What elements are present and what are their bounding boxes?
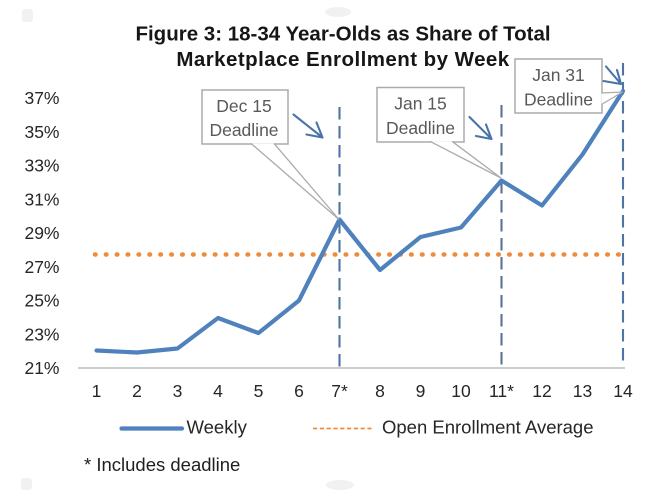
- svg-text:8: 8: [375, 381, 385, 401]
- svg-text:7*: 7*: [331, 381, 348, 401]
- svg-text:11*: 11*: [489, 381, 514, 401]
- svg-text:Dec 15: Dec 15: [216, 96, 271, 116]
- svg-text:25%: 25%: [24, 291, 59, 311]
- svg-text:6: 6: [294, 381, 304, 401]
- svg-text:Deadline: Deadline: [386, 118, 455, 138]
- svg-text:35%: 35%: [24, 122, 59, 142]
- svg-text:23%: 23%: [24, 324, 59, 344]
- svg-text:12: 12: [532, 381, 551, 401]
- svg-text:3: 3: [173, 381, 183, 401]
- svg-text:27%: 27%: [24, 257, 59, 277]
- svg-text:21%: 21%: [24, 358, 59, 378]
- svg-text:Open Enrollment Average: Open Enrollment Average: [382, 417, 594, 438]
- svg-text:Deadline: Deadline: [524, 90, 593, 110]
- svg-text:2: 2: [132, 381, 142, 401]
- svg-text:31%: 31%: [24, 189, 59, 209]
- svg-text:10: 10: [451, 381, 471, 401]
- svg-text:4: 4: [213, 381, 223, 401]
- svg-text:1: 1: [92, 381, 102, 401]
- svg-text:Weekly: Weekly: [187, 417, 248, 438]
- svg-text:Jan 31: Jan 31: [532, 65, 585, 85]
- svg-text:* Includes deadline: * Includes deadline: [84, 454, 240, 475]
- svg-text:5: 5: [254, 381, 264, 401]
- svg-text:9: 9: [416, 381, 426, 401]
- svg-text:33%: 33%: [24, 156, 59, 176]
- svg-text:37%: 37%: [24, 88, 59, 108]
- svg-text:13: 13: [573, 381, 592, 401]
- svg-text:Figure 3: 18-34 Year-Olds as S: Figure 3: 18-34 Year-Olds as Share of To…: [135, 23, 550, 46]
- svg-text:Jan 15: Jan 15: [394, 94, 447, 114]
- svg-text:14: 14: [613, 381, 633, 401]
- svg-text:Marketplace Enrollment by Week: Marketplace Enrollment by Week: [176, 48, 509, 71]
- svg-text:Deadline: Deadline: [209, 120, 278, 140]
- svg-text:29%: 29%: [24, 223, 59, 243]
